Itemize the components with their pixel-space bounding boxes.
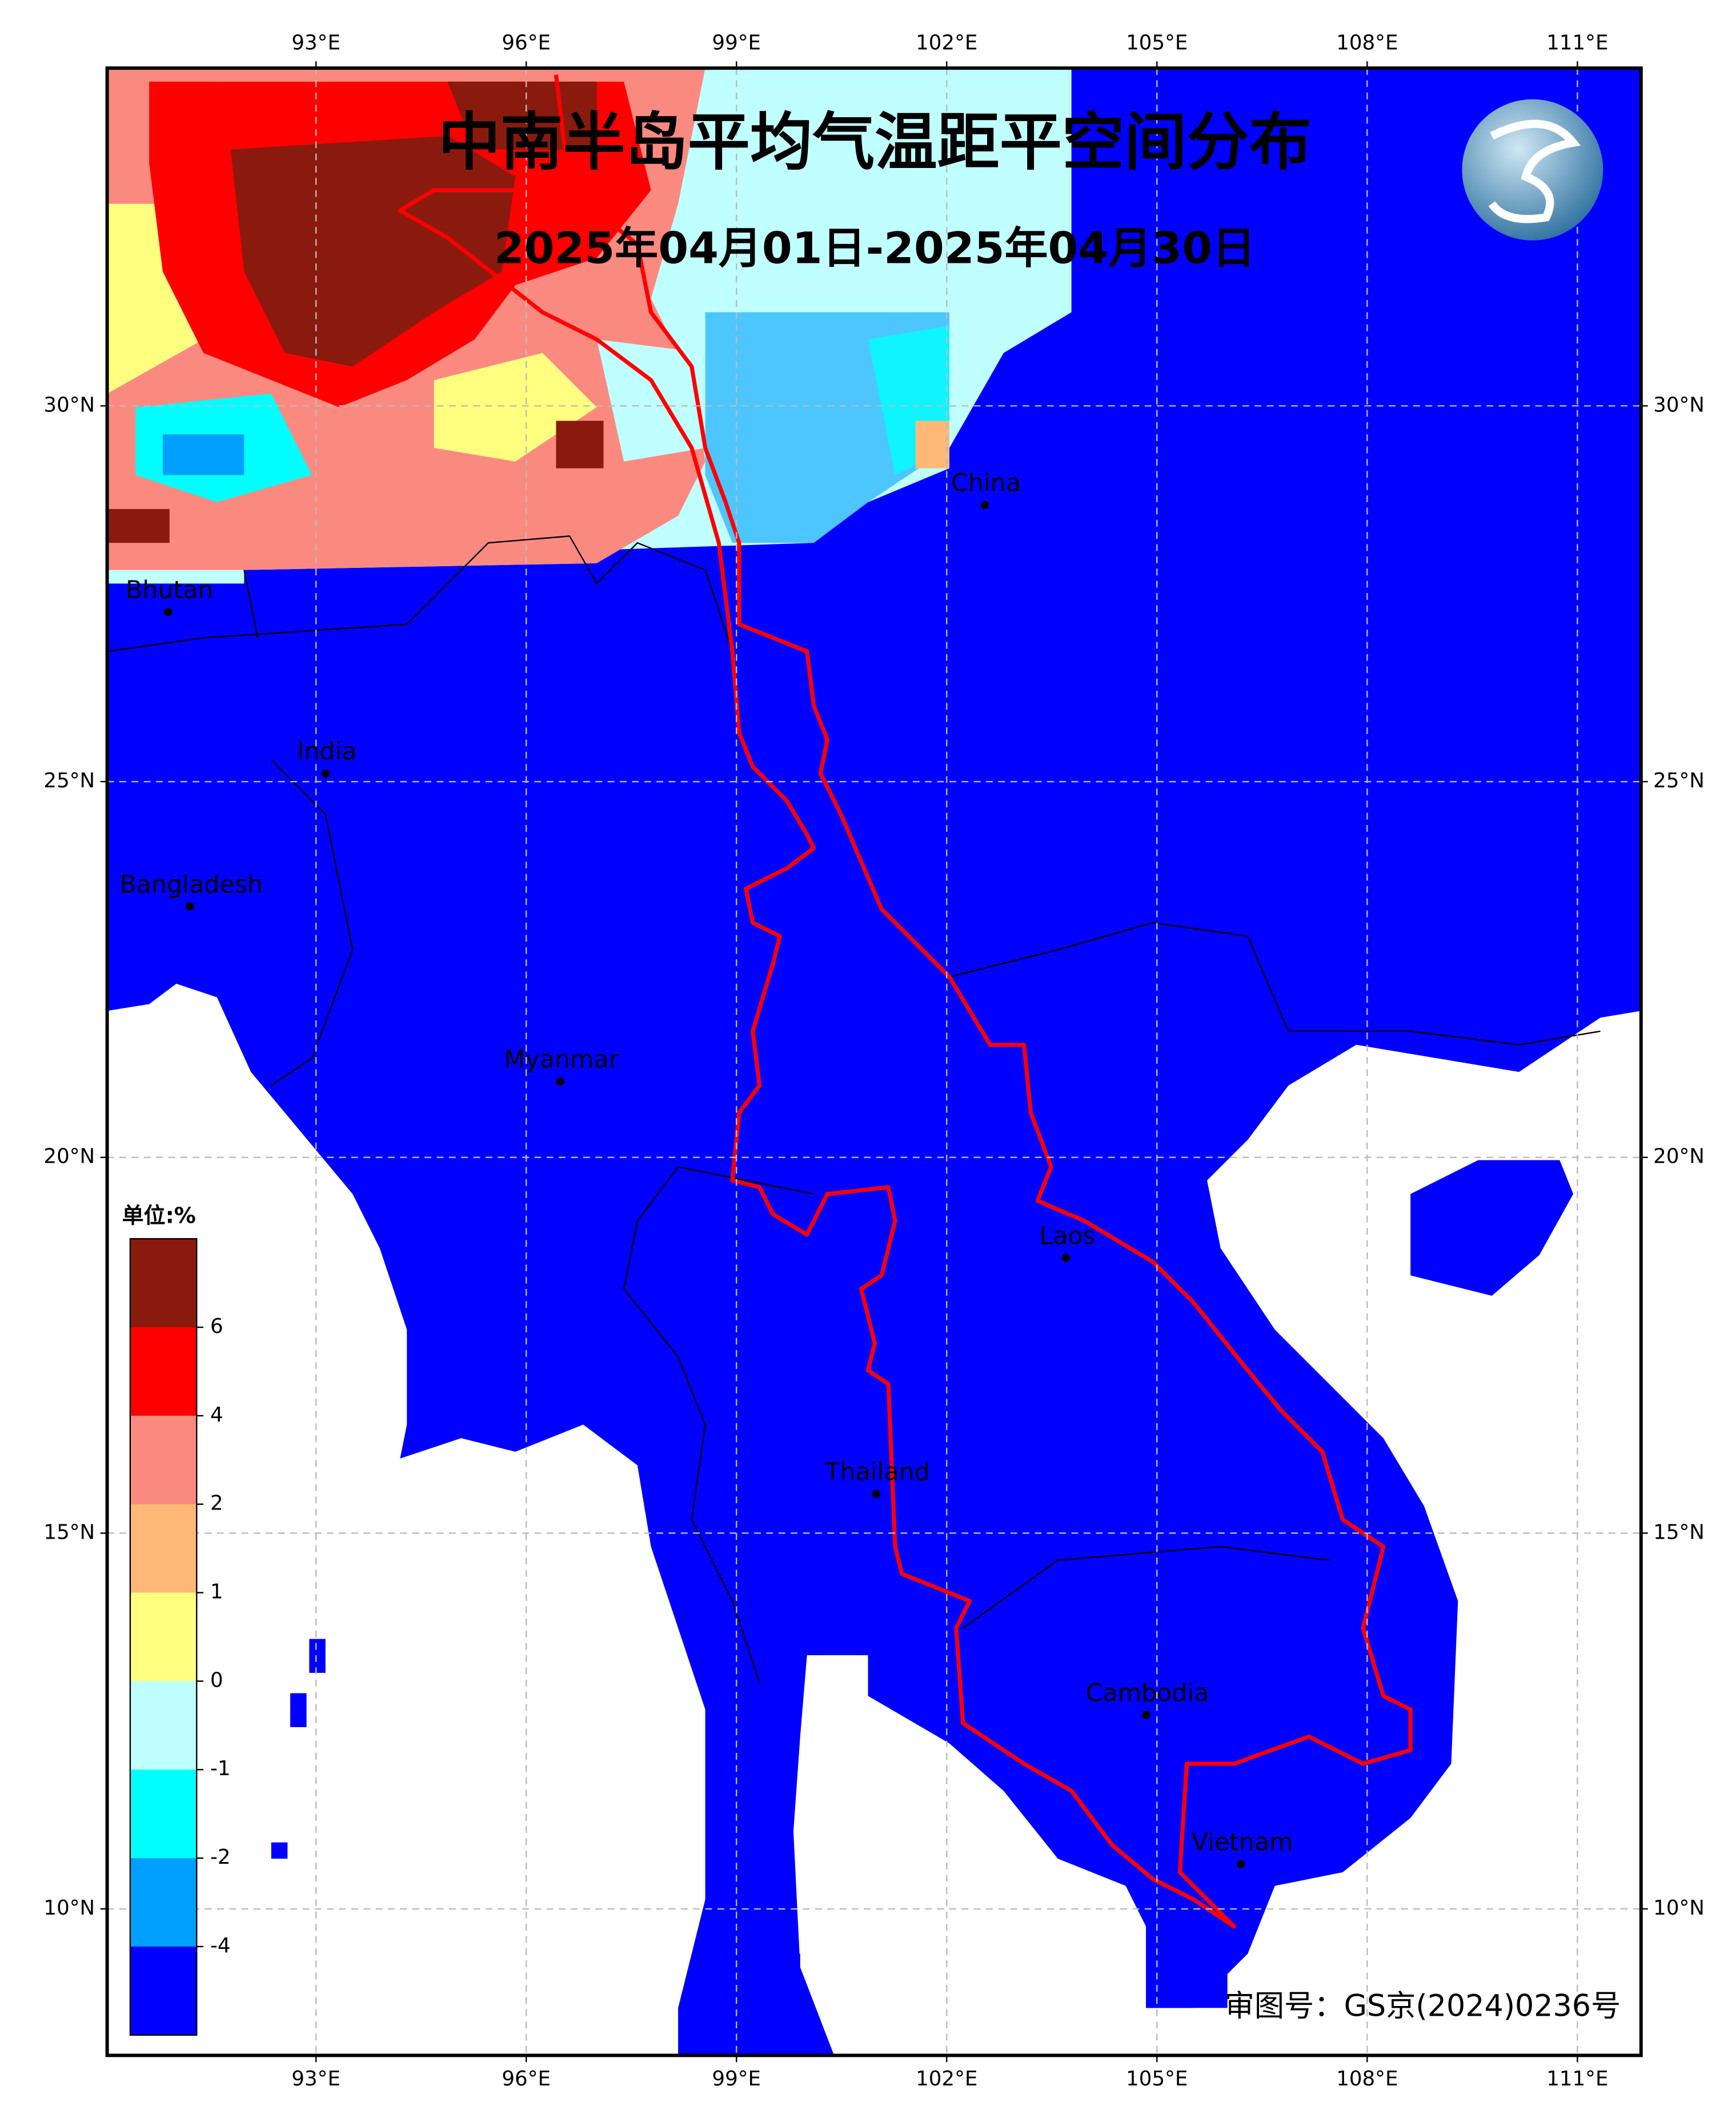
place-label: Thailand bbox=[824, 1458, 929, 1486]
lat-tick-label: 30°N bbox=[1653, 393, 1705, 417]
colorbar-segment bbox=[130, 1415, 197, 1505]
place-marker bbox=[980, 501, 989, 509]
place-marker bbox=[186, 902, 194, 911]
lat-tick-label: 15°N bbox=[1653, 1520, 1705, 1544]
lat-tick-label: 25°N bbox=[43, 769, 95, 792]
colorbar-label: -2 bbox=[210, 1845, 231, 1869]
study-region-boundary bbox=[398, 74, 1413, 1929]
islands bbox=[271, 1160, 1574, 2056]
lon-tick-label: 96°E bbox=[502, 2067, 551, 2091]
lon-tick-label: 108°E bbox=[1336, 2067, 1398, 2091]
place-label: Laos bbox=[1039, 1222, 1095, 1250]
logo bbox=[1462, 99, 1603, 241]
lat-tick-label: 25°N bbox=[1653, 769, 1705, 792]
lon-tick-label: 96°E bbox=[502, 31, 551, 54]
colorbar-label: 4 bbox=[210, 1403, 223, 1427]
colorbar-label: 6 bbox=[210, 1315, 223, 1338]
colorbar-label: 2 bbox=[210, 1492, 223, 1515]
place-marker bbox=[321, 769, 330, 778]
lon-tick-label: 93°E bbox=[291, 31, 340, 54]
graticule: 93°E 93°E 96°E 96°E 99°E 99°E 102°E 102°E 105°E 1… bbox=[43, 31, 1705, 2091]
warm-anomaly-area bbox=[107, 68, 1072, 584]
place-label: Vietnam bbox=[1192, 1828, 1293, 1857]
lon-tick-label: 108°E bbox=[1336, 31, 1398, 54]
colorbar-segment bbox=[130, 1239, 197, 1328]
colorbar-label: 0 bbox=[210, 1668, 223, 1692]
place-marker bbox=[1237, 1860, 1245, 1868]
place-marker bbox=[1062, 1254, 1071, 1262]
lon-tick-label: 105°E bbox=[1126, 31, 1188, 54]
lat-tick-label: 10°N bbox=[1653, 1896, 1705, 1920]
map-title: 中南半岛平均气温距平空间分布 bbox=[438, 106, 1312, 179]
lat-tick-label: 30°N bbox=[43, 393, 95, 417]
colorbar-segment bbox=[130, 1858, 197, 1948]
lon-tick-label: 111°E bbox=[1546, 2067, 1608, 2091]
colorbar-label: -1 bbox=[210, 1757, 231, 1780]
colorbar-segment bbox=[130, 1681, 197, 1771]
lat-tick-label: 20°N bbox=[43, 1145, 95, 1168]
place-marker bbox=[1142, 1711, 1150, 1719]
lon-tick-label: 111°E bbox=[1546, 31, 1608, 54]
colorbar-segment bbox=[130, 1504, 197, 1593]
colorbar-segment bbox=[130, 1592, 197, 1682]
colorbar-label: 1 bbox=[210, 1580, 223, 1604]
colorbar-segment bbox=[130, 1769, 197, 1859]
place-label: India bbox=[297, 738, 357, 766]
legend-title: 单位:% bbox=[122, 1203, 196, 1228]
lon-tick-label: 105°E bbox=[1126, 2067, 1188, 2091]
place-marker bbox=[872, 1490, 880, 1498]
place-label: Cambodia bbox=[1086, 1679, 1209, 1707]
place-marker bbox=[556, 1077, 564, 1086]
country-borders bbox=[107, 535, 1601, 1683]
lat-tick-label: 15°N bbox=[43, 1520, 95, 1544]
place-label: Bangladesh bbox=[120, 870, 263, 899]
lon-tick-label: 102°E bbox=[916, 31, 977, 54]
lon-tick-label: 93°E bbox=[291, 2067, 340, 2091]
colorbar-label: -4 bbox=[210, 1934, 231, 1957]
lon-tick-label: 99°E bbox=[712, 2067, 761, 2091]
colorbar-frame bbox=[129, 1238, 198, 2036]
lat-tick-label: 20°N bbox=[1653, 1145, 1705, 1168]
place-label: China bbox=[951, 469, 1021, 498]
place-label: Myanmar bbox=[504, 1046, 619, 1074]
lat-tick-label: 10°N bbox=[43, 1896, 95, 1920]
place-label: Bhutan bbox=[126, 576, 213, 604]
colorbar-segment bbox=[130, 1327, 197, 1417]
approval-number: 审图号：GS京(2024)0236号 bbox=[1225, 1989, 1621, 2023]
map-area bbox=[107, 68, 1641, 2056]
lon-tick-label: 99°E bbox=[712, 31, 761, 54]
place-labels: China Bhutan India Bangladesh Myanmar Laos Tha… bbox=[120, 469, 1293, 1868]
map-frame bbox=[105, 66, 1643, 2057]
place-marker bbox=[164, 608, 173, 616]
colorbar-segment bbox=[130, 1946, 197, 2036]
legend: 单位:% 6 4 2 1 0 -1 -2 -4 bbox=[122, 1203, 231, 2036]
map-subtitle: 2025年04月01日-2025年04月30日 bbox=[494, 223, 1256, 274]
lon-tick-label: 102°E bbox=[916, 2067, 977, 2091]
